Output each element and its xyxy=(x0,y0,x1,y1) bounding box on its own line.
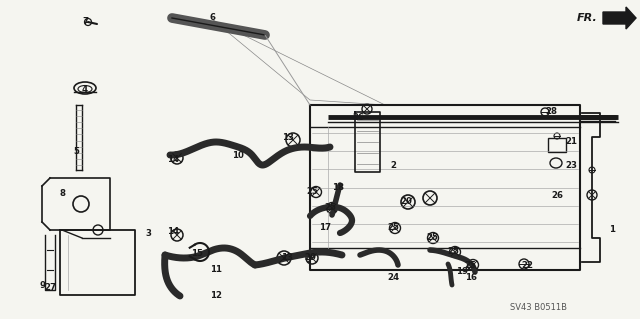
Text: 24: 24 xyxy=(387,273,399,283)
Text: 25: 25 xyxy=(464,261,476,270)
Text: 26: 26 xyxy=(352,114,364,122)
Text: 19: 19 xyxy=(456,268,468,277)
Text: 13: 13 xyxy=(282,133,294,143)
Text: 28: 28 xyxy=(545,108,557,116)
Text: 25: 25 xyxy=(387,224,399,233)
Text: 22: 22 xyxy=(521,261,533,270)
Text: 21: 21 xyxy=(565,137,577,146)
Text: 6: 6 xyxy=(210,13,216,23)
Text: SV43 B0511B: SV43 B0511B xyxy=(510,303,567,313)
Text: 13: 13 xyxy=(281,254,293,263)
Text: 12: 12 xyxy=(210,291,222,300)
Text: 15: 15 xyxy=(191,249,203,258)
Text: 14: 14 xyxy=(167,155,179,165)
Text: 25: 25 xyxy=(447,248,459,256)
Text: 3: 3 xyxy=(145,228,151,238)
Text: 2: 2 xyxy=(390,160,396,169)
Text: 8: 8 xyxy=(59,189,65,197)
Text: 7: 7 xyxy=(82,18,88,26)
Text: 25: 25 xyxy=(426,234,438,242)
Text: 23: 23 xyxy=(565,160,577,169)
Text: 11: 11 xyxy=(210,265,222,275)
Text: 29: 29 xyxy=(304,254,316,263)
Text: 25: 25 xyxy=(306,188,318,197)
Text: 27: 27 xyxy=(44,284,56,293)
Text: 18: 18 xyxy=(332,183,344,192)
Text: 4: 4 xyxy=(82,85,88,94)
Text: 14: 14 xyxy=(167,227,179,236)
Text: 16: 16 xyxy=(465,273,477,283)
Text: 25: 25 xyxy=(324,204,336,212)
Text: 20: 20 xyxy=(400,197,412,206)
Text: FR.: FR. xyxy=(577,13,598,23)
Polygon shape xyxy=(603,7,636,29)
Bar xyxy=(548,138,566,152)
Text: 5: 5 xyxy=(73,147,79,157)
Text: 9: 9 xyxy=(39,280,45,290)
Text: 17: 17 xyxy=(319,224,331,233)
Text: 1: 1 xyxy=(609,226,615,234)
Text: 10: 10 xyxy=(232,151,244,160)
Text: 26: 26 xyxy=(551,190,563,199)
